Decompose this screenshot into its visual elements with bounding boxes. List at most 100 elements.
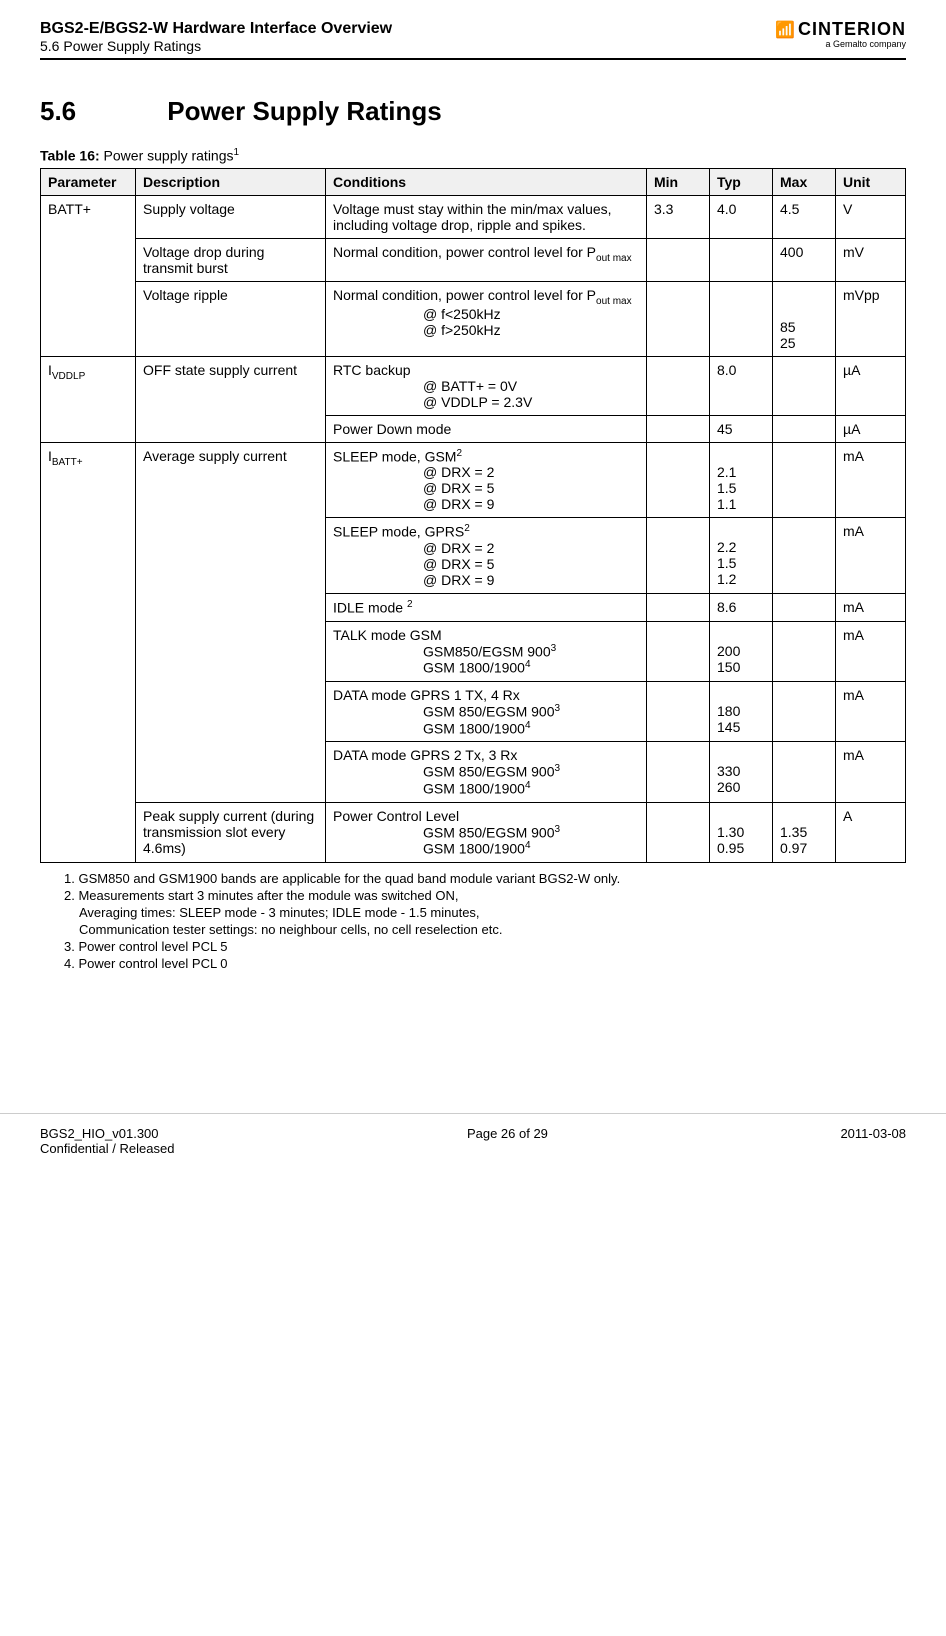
cell-typ: 180 145 [710, 681, 773, 741]
footnote-2b: Averaging times: SLEEP mode - 3 minutes;… [64, 905, 906, 920]
cell-unit: mA [836, 518, 906, 594]
th-min: Min [647, 168, 710, 195]
footnote-1: 1. GSM850 and GSM1900 bands are applicab… [64, 871, 906, 886]
header-subtitle: 5.6 Power Supply Ratings [40, 38, 392, 54]
cell-typ: 8.6 [710, 593, 773, 621]
footer-left: BGS2_HIO_v01.300 Confidential / Released [40, 1126, 174, 1156]
brand-logo: 📶 CINTERION a Gemalto company [775, 20, 906, 50]
cell-max: 1.35 0.97 [773, 802, 836, 862]
cell-unit: mVpp [836, 281, 906, 356]
cell-typ: 330 260 [710, 742, 773, 802]
cell-desc: Average supply current [136, 442, 326, 802]
cell-cond: RTC backup @ BATT+ = 0V @ VDDLP = 2.3V [326, 356, 647, 415]
section-heading: 5.6 Power Supply Ratings [40, 96, 906, 127]
cell-cond: IDLE mode 2 [326, 593, 647, 621]
cell-max [773, 681, 836, 741]
footnote-2a: 2. Measurements start 3 minutes after th… [64, 888, 906, 903]
table-header-row: Parameter Description Conditions Min Typ… [41, 168, 906, 195]
cell-min [647, 742, 710, 802]
th-description: Description [136, 168, 326, 195]
cell-min [647, 356, 710, 415]
footnote-2c: Communication tester settings: no neighb… [64, 922, 906, 937]
cell-param: BATT+ [41, 195, 136, 356]
th-parameter: Parameter [41, 168, 136, 195]
logo-sub: a Gemalto company [775, 40, 906, 50]
cell-desc: OFF state supply current [136, 356, 326, 442]
footer-right: 2011-03-08 [840, 1126, 906, 1156]
cell-cond: Power Down mode [326, 415, 647, 442]
cell-unit: mA [836, 742, 906, 802]
table-row: IVDDLP OFF state supply current RTC back… [41, 356, 906, 415]
cell-cond: Voltage must stay within the min/max val… [326, 195, 647, 238]
th-unit: Unit [836, 168, 906, 195]
cell-unit: mV [836, 238, 906, 281]
page-footer: BGS2_HIO_v01.300 Confidential / Released… [0, 1113, 946, 1168]
table-caption-sup: 1 [234, 147, 240, 158]
cell-typ: 8.0 [710, 356, 773, 415]
cell-unit: V [836, 195, 906, 238]
cell-max [773, 415, 836, 442]
table-row: Voltage drop during transmit burst Norma… [41, 238, 906, 281]
cell-cond: TALK mode GSM GSM850/EGSM 9003 GSM 1800/… [326, 621, 647, 681]
table-caption-text: Power supply ratings [104, 148, 234, 164]
cell-min [647, 802, 710, 862]
cell-typ [710, 238, 773, 281]
header-left: BGS2-E/BGS2-W Hardware Interface Overvie… [40, 20, 392, 54]
cell-desc: Voltage ripple [136, 281, 326, 356]
logo-main: CINTERION [798, 19, 906, 39]
footer-center: Page 26 of 29 [467, 1126, 548, 1156]
cell-max [773, 621, 836, 681]
cell-min [647, 518, 710, 594]
table-row: Peak supply current (during transmission… [41, 802, 906, 862]
cell-unit: mA [836, 681, 906, 741]
cell-desc: Supply voltage [136, 195, 326, 238]
cell-typ: 4.0 [710, 195, 773, 238]
page-header: BGS2-E/BGS2-W Hardware Interface Overvie… [40, 20, 906, 60]
table-row: IBATT+ Average supply current SLEEP mode… [41, 442, 906, 518]
cell-typ: 1.30 0.95 [710, 802, 773, 862]
section-title: Power Supply Ratings [167, 96, 442, 126]
footnote-3: 3. Power control level PCL 5 [64, 939, 906, 954]
footnote-4: 4. Power control level PCL 0 [64, 956, 906, 971]
cell-min [647, 621, 710, 681]
cell-typ: 2.1 1.5 1.1 [710, 442, 773, 518]
cell-desc: Peak supply current (during transmission… [136, 802, 326, 862]
cell-cond: DATA mode GPRS 1 TX, 4 Rx GSM 850/EGSM 9… [326, 681, 647, 741]
cell-cond: Power Control Level GSM 850/EGSM 9003 GS… [326, 802, 647, 862]
cell-typ: 45 [710, 415, 773, 442]
cell-max [773, 442, 836, 518]
cell-cond: DATA mode GPRS 2 Tx, 3 Rx GSM 850/EGSM 9… [326, 742, 647, 802]
cell-min [647, 415, 710, 442]
cell-min: 3.3 [647, 195, 710, 238]
cell-unit: µA [836, 356, 906, 415]
cell-min [647, 681, 710, 741]
cell-max: 4.5 [773, 195, 836, 238]
th-typ: Typ [710, 168, 773, 195]
cell-max [773, 356, 836, 415]
cell-unit: mA [836, 593, 906, 621]
cell-cond: SLEEP mode, GPRS2 @ DRX = 2 @ DRX = 5 @ … [326, 518, 647, 594]
cell-unit: µA [836, 415, 906, 442]
cell-desc: Voltage drop during transmit burst [136, 238, 326, 281]
cell-max [773, 518, 836, 594]
cell-min [647, 593, 710, 621]
cell-max: 85 25 [773, 281, 836, 356]
cell-typ: 2.2 1.5 1.2 [710, 518, 773, 594]
cell-typ: 200 150 [710, 621, 773, 681]
cell-max [773, 742, 836, 802]
cell-cond: Normal condition, power control level fo… [326, 281, 647, 356]
footnotes: 1. GSM850 and GSM1900 bands are applicab… [40, 871, 906, 971]
cell-unit: mA [836, 621, 906, 681]
cell-min [647, 238, 710, 281]
section-number: 5.6 [40, 96, 160, 127]
cell-cond: Normal condition, power control level fo… [326, 238, 647, 281]
cell-cond: SLEEP mode, GSM2 @ DRX = 2 @ DRX = 5 @ D… [326, 442, 647, 518]
cell-max: 400 [773, 238, 836, 281]
cell-min [647, 442, 710, 518]
table-caption: Table 16: Power supply ratings1 [40, 147, 906, 164]
page-body: BGS2-E/BGS2-W Hardware Interface Overvie… [0, 0, 946, 993]
table-caption-prefix: Table 16: [40, 148, 100, 164]
cell-unit: mA [836, 442, 906, 518]
cell-param: IVDDLP [41, 356, 136, 442]
th-conditions: Conditions [326, 168, 647, 195]
